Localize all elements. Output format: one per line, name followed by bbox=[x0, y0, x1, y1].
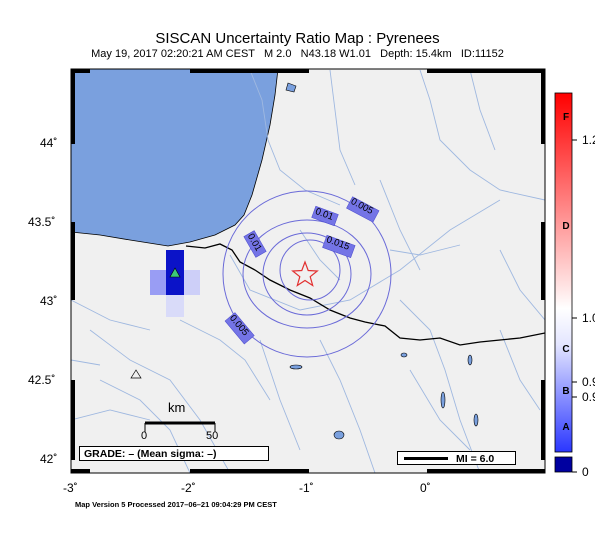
color-scale bbox=[554, 92, 577, 473]
map-title: SISCAN Uncertainty Ratio Map : Pyrenees bbox=[155, 30, 440, 47]
sea-area bbox=[71, 69, 279, 247]
scale-letter-a: A bbox=[562, 422, 570, 433]
map-frame-ticks bbox=[71, 69, 545, 473]
lon-label-minus-2: -2˚ bbox=[181, 481, 196, 495]
scale-letter-d: D bbox=[562, 221, 570, 232]
scale-value-1-0: 1.0 bbox=[582, 311, 595, 325]
mi-legend-box: MI = 6.0 bbox=[397, 451, 516, 465]
lakes bbox=[289, 352, 479, 440]
rivers bbox=[71, 69, 545, 473]
station-outline-triangle bbox=[130, 369, 142, 379]
station-triangle bbox=[169, 267, 181, 278]
grade-box: GRADE: – (Mean sigma: –) bbox=[79, 446, 269, 461]
mi-line-symbol bbox=[404, 457, 448, 460]
mi-label: MI = 6.0 bbox=[456, 453, 495, 465]
map-subtitle: May 19, 2017 02:20:21 AM CEST M 2.0 N43.… bbox=[91, 48, 504, 60]
scale-value-0-9a: 0.9 bbox=[582, 375, 595, 389]
scale-bar-tick-0: 0 bbox=[141, 430, 148, 442]
scale-letter-b: B bbox=[562, 386, 570, 397]
scale-value-0-9b: 0.9 bbox=[582, 390, 595, 404]
scale-value-1-2: 1.2 bbox=[582, 133, 595, 147]
lon-label-minus-1: -1˚ bbox=[299, 481, 314, 495]
scale-letter-f: F bbox=[562, 112, 570, 123]
lon-label-minus-3: -3˚ bbox=[63, 481, 78, 495]
map-area bbox=[71, 69, 545, 473]
contour-label-boxes bbox=[224, 196, 380, 345]
scale-bar bbox=[144, 421, 216, 432]
lat-label-44: 44˚ bbox=[40, 136, 58, 150]
lat-label-42: 42˚ bbox=[40, 452, 58, 466]
contours bbox=[222, 190, 392, 358]
scale-value-0: 0 bbox=[582, 465, 589, 479]
lat-label-43-5: 43.5˚ bbox=[28, 215, 56, 229]
scale-bar-tick-50: 50 bbox=[206, 430, 219, 442]
map-footer: Map Version 5 Processed 2017–06–21 09:04… bbox=[75, 500, 277, 509]
scale-letter-c: C bbox=[562, 344, 570, 355]
lon-label-0: 0˚ bbox=[420, 481, 431, 495]
country-border bbox=[185, 243, 545, 346]
scale-bar-unit: km bbox=[168, 400, 186, 415]
lat-label-43: 43˚ bbox=[40, 294, 58, 308]
epicenter-star bbox=[291, 260, 319, 287]
lat-label-42-5: 42.5˚ bbox=[28, 373, 56, 387]
